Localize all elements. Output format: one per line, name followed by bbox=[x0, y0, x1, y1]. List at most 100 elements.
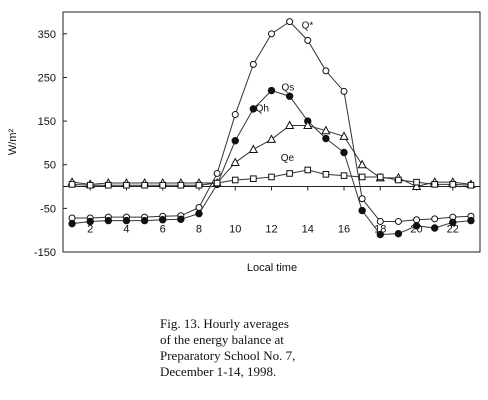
data-point bbox=[286, 170, 293, 177]
data-point bbox=[195, 181, 203, 189]
series-label: Qh bbox=[256, 103, 269, 114]
data-point bbox=[376, 173, 384, 181]
x-tick-label: 6 bbox=[160, 223, 166, 235]
data-point bbox=[86, 217, 94, 226]
figure-caption: Fig. 13. Hourly averages of the energy b… bbox=[160, 316, 380, 380]
data-point bbox=[230, 157, 240, 167]
caption-line: of the energy balance at bbox=[160, 332, 284, 347]
data-point bbox=[340, 87, 348, 95]
y-tick-label: 150 bbox=[38, 116, 56, 128]
data-point bbox=[105, 181, 112, 189]
data-point bbox=[213, 179, 221, 187]
x-tick-label: 14 bbox=[302, 223, 314, 235]
data-point bbox=[250, 175, 257, 182]
data-point bbox=[122, 216, 131, 225]
x-tick-label: 16 bbox=[338, 223, 350, 235]
data-point bbox=[68, 181, 76, 188]
data-point bbox=[231, 137, 239, 145]
series-label: Qs bbox=[282, 83, 295, 94]
data-point bbox=[394, 217, 402, 225]
data-point bbox=[304, 36, 312, 44]
data-point bbox=[376, 230, 384, 239]
data-point bbox=[159, 216, 167, 224]
data-point bbox=[286, 18, 294, 26]
data-point bbox=[249, 105, 258, 113]
data-point bbox=[285, 92, 294, 100]
x-tick-label: 18 bbox=[374, 223, 386, 235]
data-point bbox=[141, 181, 148, 189]
data-point bbox=[303, 120, 313, 129]
y-tick-label: 250 bbox=[38, 72, 56, 84]
caption-line: Fig. 13. Hourly averages bbox=[160, 316, 289, 331]
data-point bbox=[177, 181, 185, 189]
series-qe bbox=[68, 166, 475, 189]
series-q bbox=[68, 18, 475, 225]
y-axis-label: W/m² bbox=[7, 129, 19, 156]
data-point bbox=[322, 171, 330, 178]
data-point bbox=[159, 181, 167, 189]
data-point bbox=[322, 67, 330, 75]
data-point bbox=[340, 172, 348, 179]
data-point bbox=[358, 195, 366, 203]
data-point bbox=[339, 131, 349, 140]
data-point bbox=[412, 222, 421, 230]
series-qs bbox=[68, 86, 475, 239]
data-point bbox=[411, 181, 422, 191]
data-point bbox=[195, 209, 203, 218]
data-point bbox=[86, 181, 94, 189]
data-point bbox=[357, 159, 367, 169]
x-tick-label: 4 bbox=[123, 223, 129, 235]
data-point bbox=[104, 216, 113, 225]
data-point bbox=[431, 215, 439, 223]
data-point bbox=[322, 134, 330, 143]
data-point bbox=[249, 60, 257, 68]
series-label: Q* bbox=[302, 21, 314, 32]
x-tick-label: 10 bbox=[229, 223, 241, 235]
caption-line: December 1-14, 1998. bbox=[160, 364, 277, 379]
caption-line: Preparatory School No. 7, bbox=[160, 348, 296, 363]
data-point bbox=[304, 166, 312, 174]
data-point bbox=[467, 216, 475, 225]
data-point bbox=[395, 176, 402, 184]
data-point bbox=[284, 120, 295, 129]
data-point bbox=[413, 216, 421, 224]
data-point bbox=[140, 216, 149, 225]
x-tick-label: 22 bbox=[447, 223, 459, 235]
data-point bbox=[268, 30, 275, 38]
data-point bbox=[358, 206, 366, 215]
y-tick-label: -50 bbox=[40, 203, 56, 215]
chart-series bbox=[67, 18, 476, 239]
data-point bbox=[177, 215, 185, 223]
data-point bbox=[231, 176, 239, 184]
series-line bbox=[72, 89, 471, 236]
series-line bbox=[72, 20, 471, 222]
data-point bbox=[449, 181, 457, 188]
x-axis-label: Local time bbox=[247, 262, 297, 274]
data-point bbox=[431, 181, 438, 188]
data-point bbox=[268, 173, 275, 181]
data-point bbox=[267, 86, 276, 95]
data-point bbox=[394, 229, 403, 238]
plot-frame bbox=[62, 11, 481, 253]
chart-series-labels: Q* Qs Qh Qe bbox=[256, 21, 314, 164]
data-point bbox=[358, 173, 366, 181]
y-tick-label: 50 bbox=[44, 160, 56, 172]
data-point bbox=[376, 217, 384, 225]
y-tick-label: -150 bbox=[34, 247, 56, 259]
data-point bbox=[266, 134, 277, 143]
y-tick-label: 350 bbox=[38, 29, 56, 41]
data-point bbox=[123, 181, 130, 189]
series-label: Qe bbox=[281, 153, 295, 164]
data-point bbox=[213, 169, 221, 177]
x-tick-label: 12 bbox=[265, 223, 277, 235]
data-point bbox=[231, 111, 239, 119]
x-tick-label: 2 bbox=[87, 223, 93, 235]
x-tick-label: 8 bbox=[196, 223, 202, 235]
data-point bbox=[340, 148, 348, 157]
data-point bbox=[248, 144, 259, 153]
data-point bbox=[68, 219, 76, 228]
data-point bbox=[413, 178, 420, 186]
data-point bbox=[467, 181, 475, 189]
